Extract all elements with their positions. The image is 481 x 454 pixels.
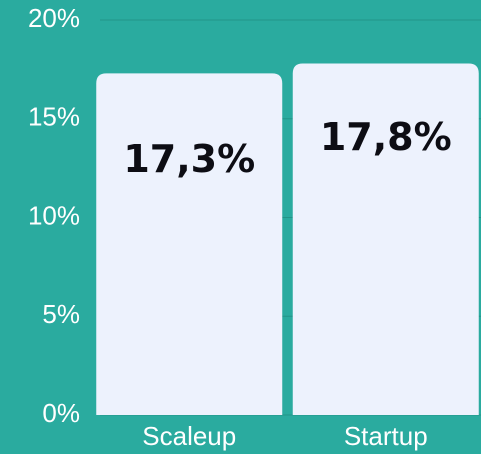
x-tick-label: Startup bbox=[344, 421, 428, 451]
x-tick-label: Scaleup bbox=[142, 421, 236, 451]
bar bbox=[292, 63, 479, 415]
y-tick-label: 10% bbox=[28, 200, 80, 230]
y-tick-label: 0% bbox=[42, 398, 80, 428]
y-tick-label: 15% bbox=[28, 102, 80, 132]
value-label: 17,3% bbox=[123, 137, 255, 181]
value-label: 17,8% bbox=[320, 115, 452, 159]
y-tick-label: 5% bbox=[42, 299, 80, 329]
bar bbox=[96, 73, 283, 415]
y-tick-label: 20% bbox=[28, 3, 80, 33]
